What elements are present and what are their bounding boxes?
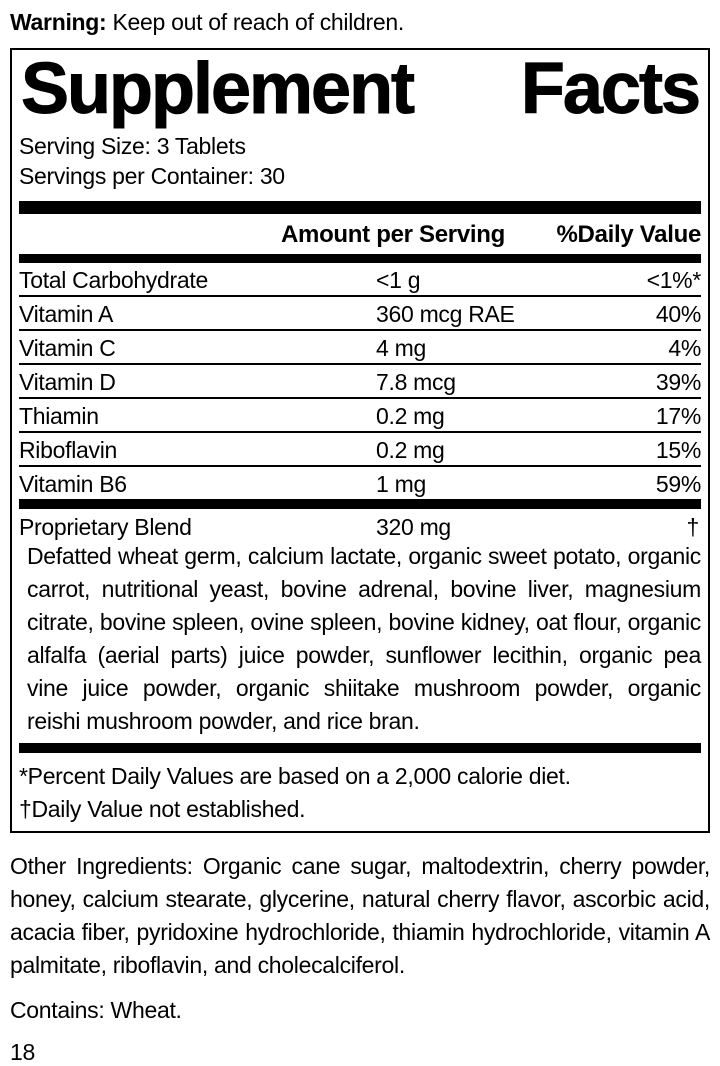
nutrient-daily-value: 15% xyxy=(655,436,701,463)
warning-statement: Warning: Keep out of reach of children. xyxy=(10,8,710,36)
proprietary-blend-row: Proprietary Blend 320 mg † xyxy=(19,509,701,540)
table-row: Vitamin D 7.8 mcg 39% xyxy=(19,365,701,399)
supplement-facts-panel: Supplement Facts Serving Size: 3 Tablets… xyxy=(10,48,710,833)
footnote-percent-daily-value: *Percent Daily Values are based on a 2,0… xyxy=(19,762,571,789)
nutrient-amount: 7.8 mcg xyxy=(376,368,456,395)
nutrient-amount: 0.2 mg xyxy=(376,402,445,429)
allergen-statement: Contains: Wheat. xyxy=(10,996,182,1023)
table-row: Vitamin B6 1 mg 59% xyxy=(19,467,701,499)
column-header-daily-value: %Daily Value xyxy=(556,220,702,248)
nutrient-name: Riboflavin xyxy=(19,436,117,463)
divider-bar-under-header xyxy=(19,253,701,263)
servings-per-container: Servings per Container: 30 xyxy=(19,162,285,189)
panel-title-word-left: Supplement xyxy=(20,49,415,129)
nutrient-amount: <1 g xyxy=(376,266,421,293)
nutrient-name: Total Carbohydrate xyxy=(19,266,208,293)
blend-amount: 320 mg xyxy=(376,513,451,540)
divider-bar-above-blend xyxy=(19,498,701,509)
warning-label: Warning: xyxy=(10,9,107,35)
nutrient-daily-value: 59% xyxy=(655,470,701,497)
page-number: 18 xyxy=(10,1038,35,1065)
nutrient-daily-value: 39% xyxy=(655,368,701,395)
table-row: Total Carbohydrate <1 g <1%* xyxy=(19,263,701,297)
footnote-daily-value-not-established: †Daily Value not established. xyxy=(19,795,306,822)
divider-bar-top xyxy=(19,200,701,214)
nutrient-daily-value: 40% xyxy=(655,300,701,327)
table-row: Vitamin A 360 mcg RAE 40% xyxy=(19,297,701,331)
blend-name: Proprietary Blend xyxy=(19,513,192,540)
nutrient-amount: 1 mg xyxy=(376,470,426,497)
nutrient-daily-value: <1%* xyxy=(646,266,702,293)
nutrient-amount: 360 mcg RAE xyxy=(376,300,515,327)
table-row: Thiamin 0.2 mg 17% xyxy=(19,399,701,433)
footnotes: *Percent Daily Values are based on a 2,0… xyxy=(19,760,701,826)
warning-text: Keep out of reach of children. xyxy=(106,9,404,35)
table-row: Riboflavin 0.2 mg 15% xyxy=(19,433,701,467)
divider-bar-above-footnotes xyxy=(19,742,701,753)
column-header-row: Amount per Serving %Daily Value xyxy=(19,214,701,254)
panel-title-word-right: Facts xyxy=(520,49,701,129)
other-ingredients: Other Ingredients: Organic cane sugar, m… xyxy=(10,852,710,978)
blend-description: Defatted wheat germ, calcium lactate, or… xyxy=(27,542,701,734)
nutrient-amount: 0.2 mg xyxy=(376,436,445,463)
nutrient-daily-value: 17% xyxy=(655,402,701,429)
nutrient-name: Vitamin D xyxy=(19,368,116,395)
nutrient-name: Thiamin xyxy=(19,402,99,429)
column-header-amount: Amount per Serving xyxy=(281,220,505,248)
panel-title: Supplement Facts xyxy=(19,49,701,129)
blend-daily-value-dagger: † xyxy=(686,513,700,540)
nutrient-amount: 4 mg xyxy=(376,334,426,361)
nutrient-daily-value: 4% xyxy=(668,334,701,361)
serving-info: Serving Size: 3 Tablets Servings per Con… xyxy=(19,131,701,191)
table-row: Vitamin C 4 mg 4% xyxy=(19,331,701,365)
nutrient-name: Vitamin B6 xyxy=(19,470,127,497)
nutrient-name: Vitamin C xyxy=(19,334,116,361)
nutrient-name: Vitamin A xyxy=(19,300,114,327)
serving-size: Serving Size: 3 Tablets xyxy=(19,132,246,159)
